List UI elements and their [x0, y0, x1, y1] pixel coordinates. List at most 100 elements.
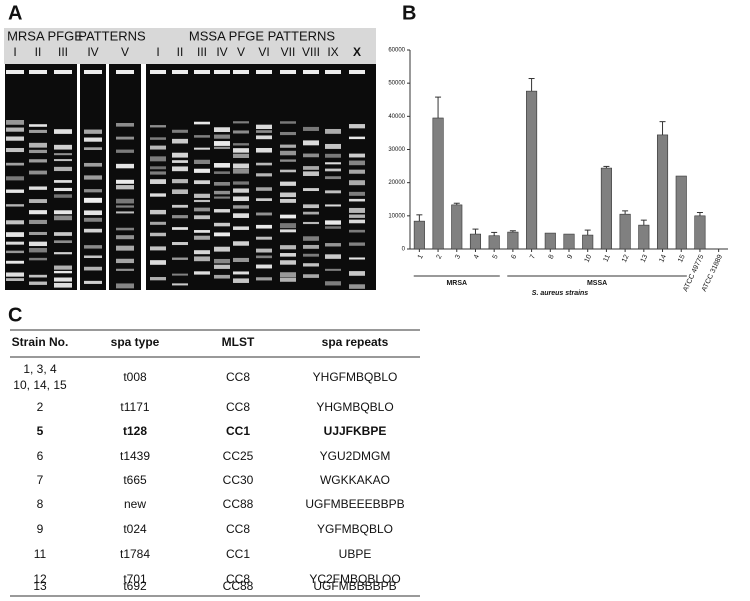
band — [194, 230, 210, 233]
band — [303, 244, 319, 249]
bar — [432, 117, 444, 250]
error-bar — [603, 165, 610, 169]
table-cell: YHGMBQBLO — [316, 400, 393, 414]
bar — [638, 224, 650, 250]
band — [280, 277, 296, 282]
well — [280, 70, 296, 74]
band — [172, 215, 188, 219]
band — [256, 255, 272, 259]
band — [233, 121, 249, 124]
band — [6, 232, 24, 237]
band — [233, 241, 249, 246]
band — [280, 144, 296, 148]
bar — [656, 134, 669, 250]
band — [54, 129, 72, 134]
band — [349, 180, 365, 186]
band — [150, 221, 166, 225]
table-cell: UGFMBEEEBBPB — [305, 497, 404, 511]
y-tick-label: 20000 — [388, 180, 405, 186]
table-cell: t1784 — [120, 547, 150, 561]
band — [84, 189, 102, 193]
y-tick-label: 30000 — [388, 147, 405, 153]
band — [150, 277, 166, 281]
table-cell: CC88 — [223, 579, 254, 593]
band — [349, 191, 365, 196]
band — [325, 190, 341, 194]
bar — [488, 235, 500, 250]
band — [54, 153, 72, 156]
band — [84, 162, 102, 167]
table-cell: t1439 — [120, 449, 150, 463]
band — [325, 268, 341, 271]
band — [54, 270, 72, 274]
table-cell: t024 — [123, 522, 147, 536]
error-bar — [640, 219, 647, 226]
table-cell: UBPE — [339, 547, 372, 561]
band — [280, 159, 296, 162]
y-tick-label: 50000 — [388, 81, 405, 87]
band — [256, 248, 272, 253]
error-bar — [528, 78, 535, 92]
band — [194, 250, 210, 255]
band — [303, 221, 319, 225]
band — [116, 258, 134, 264]
table-cell: 9 — [37, 522, 44, 536]
x-tick-label: 14 — [658, 254, 668, 264]
error-bar — [584, 229, 591, 236]
band — [29, 219, 47, 225]
band — [256, 236, 272, 240]
table-cell: t128 — [123, 424, 147, 438]
band — [29, 149, 47, 154]
band — [349, 271, 365, 276]
band — [256, 173, 272, 177]
band — [256, 130, 272, 133]
table-cell: t008 — [123, 370, 147, 384]
band — [116, 163, 134, 169]
band — [325, 226, 341, 229]
band — [280, 272, 296, 278]
error-bar — [453, 202, 460, 205]
band — [54, 194, 72, 198]
band — [233, 257, 249, 262]
band — [280, 131, 296, 136]
band — [6, 147, 24, 153]
band — [325, 204, 341, 207]
bar — [544, 232, 556, 250]
error-bar — [472, 228, 479, 235]
band — [116, 185, 134, 190]
band — [150, 179, 166, 184]
band — [256, 162, 272, 166]
band — [84, 147, 102, 151]
band — [214, 141, 230, 146]
band — [172, 129, 188, 133]
band — [303, 211, 319, 215]
x-tick-label: 9 — [566, 254, 574, 261]
band — [54, 277, 72, 282]
band — [325, 153, 341, 158]
band — [116, 198, 134, 204]
band — [303, 236, 319, 241]
lane-label: VIII — [302, 45, 320, 59]
band — [84, 280, 102, 284]
band — [233, 143, 249, 146]
bar — [507, 231, 519, 250]
band — [150, 260, 166, 265]
band — [214, 274, 230, 279]
band — [29, 257, 47, 261]
band — [150, 246, 166, 251]
band — [6, 220, 24, 225]
band — [256, 264, 272, 269]
bar — [582, 234, 594, 250]
lane-label: VI — [258, 45, 269, 59]
band — [194, 168, 210, 173]
band — [194, 135, 210, 138]
band — [194, 271, 210, 275]
band — [194, 235, 210, 240]
band — [54, 187, 72, 192]
band — [150, 125, 166, 128]
band — [116, 179, 134, 184]
well — [172, 70, 188, 74]
band — [29, 247, 47, 253]
band — [303, 204, 319, 209]
band — [116, 245, 134, 251]
